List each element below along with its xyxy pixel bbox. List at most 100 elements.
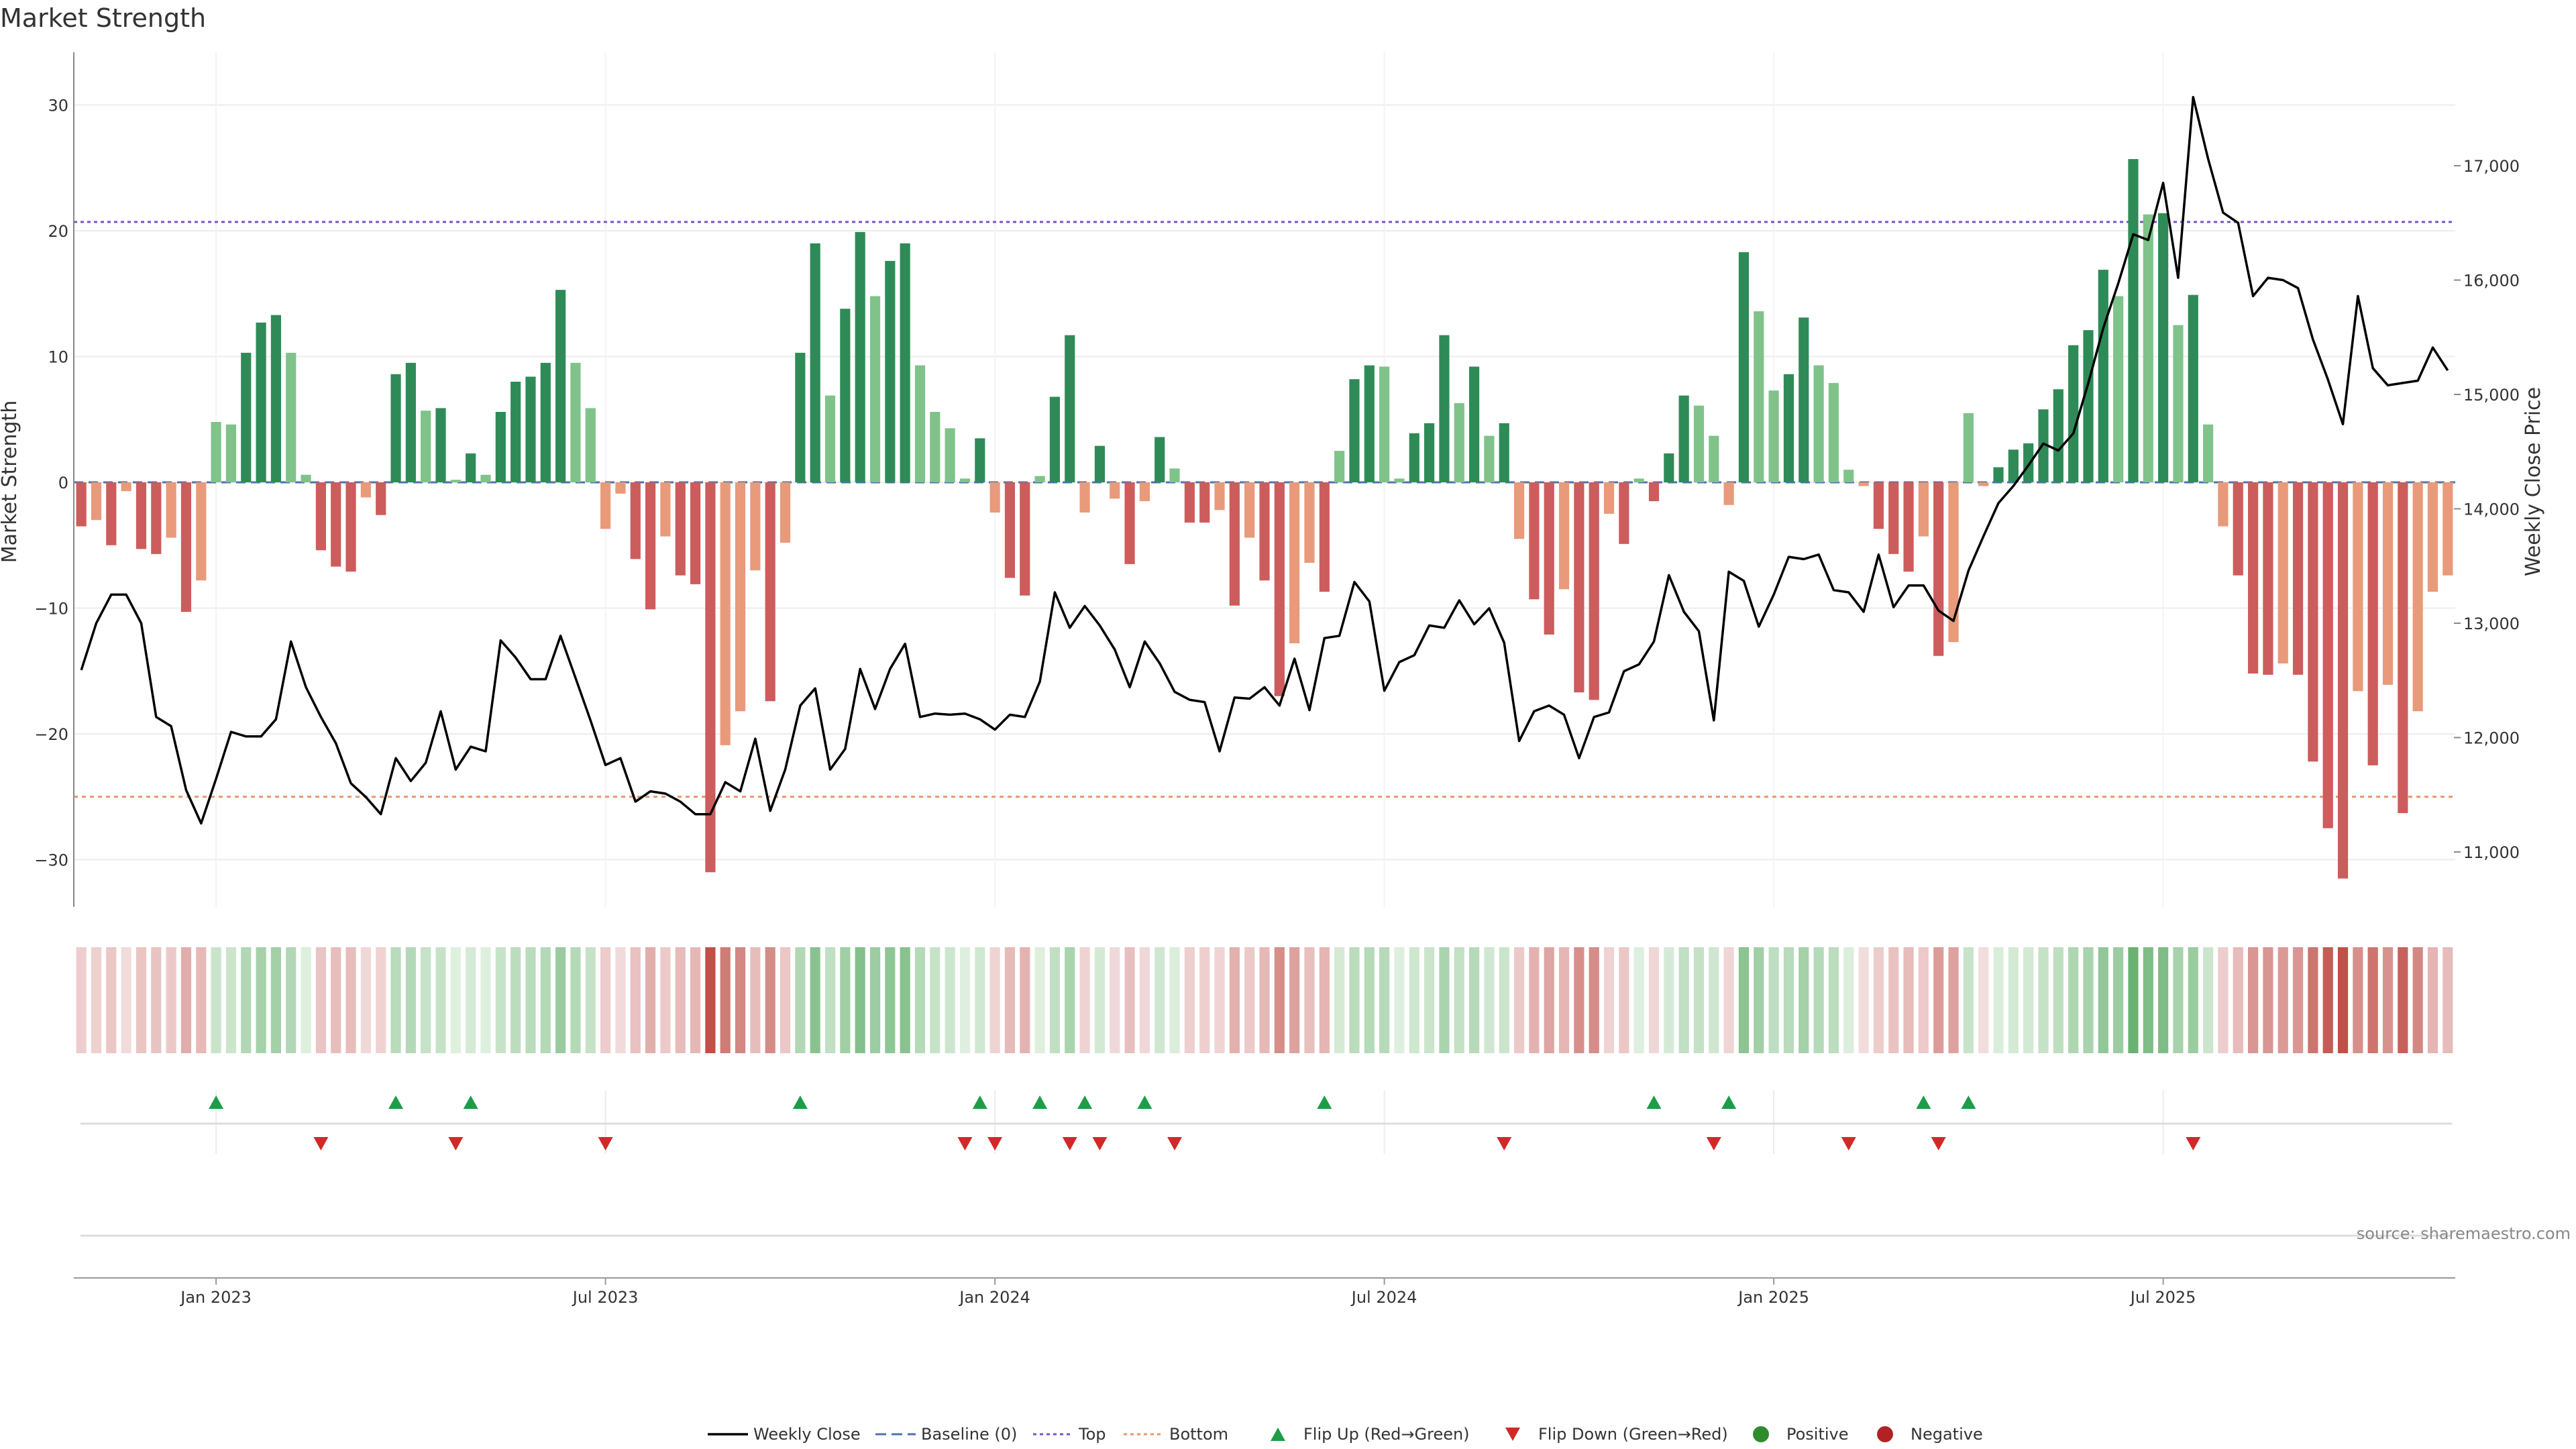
strength-bar — [765, 482, 775, 702]
strength-bar — [1289, 482, 1300, 643]
heat-cell — [585, 947, 596, 1053]
heat-cell — [2113, 947, 2124, 1053]
heat-cell — [1813, 947, 1824, 1053]
heat-cell — [840, 947, 851, 1053]
heat-cell — [645, 947, 656, 1053]
heat-cell — [315, 947, 326, 1053]
strength-bar — [1244, 482, 1255, 538]
heat-cell — [301, 947, 311, 1053]
strength-bar — [1544, 482, 1554, 635]
heat-cell — [1468, 947, 1480, 1053]
strength-bar — [2008, 449, 2019, 482]
legend-item-weekly-close: Weekly Close — [708, 1425, 861, 1444]
heat-cell — [675, 947, 686, 1053]
flip-up-marker — [1032, 1095, 1048, 1109]
strength-bar — [1229, 482, 1240, 606]
heat-cell — [151, 947, 162, 1053]
strength-bar — [196, 482, 207, 581]
heat-cell — [76, 947, 87, 1053]
heat-cell — [1648, 947, 1660, 1053]
legend-item-positive: Positive — [1753, 1425, 1849, 1444]
heat-cell — [1079, 947, 1090, 1053]
x-tick-label: Jan 2023 — [179, 1288, 252, 1307]
heat-cell — [2023, 947, 2034, 1053]
flip-up-marker — [209, 1095, 224, 1109]
strength-heat-strip — [76, 947, 2453, 1053]
x-tick-label: Jan 2024 — [958, 1288, 1030, 1307]
strength-bar — [466, 453, 476, 482]
weekly-close-series — [80, 95, 2449, 825]
heat-cell — [1379, 947, 1390, 1053]
heat-cell — [900, 947, 910, 1053]
y2-tick-label: 13,000 — [2463, 614, 2520, 633]
strength-bar — [1664, 453, 1674, 482]
flip-down-marker — [1706, 1137, 1721, 1150]
strength-bar — [1754, 311, 1764, 482]
heat-cell — [1349, 947, 1360, 1053]
strength-bar — [345, 482, 356, 572]
strength-bar — [1079, 482, 1090, 513]
heat-cell — [630, 947, 641, 1053]
heat-cell — [810, 947, 820, 1053]
heat-cell — [1274, 947, 1285, 1053]
flip-up-marker — [792, 1095, 808, 1109]
y-tick-label: −30 — [34, 851, 68, 870]
heat-cell — [1664, 947, 1674, 1053]
y2-tick-label: 11,000 — [2463, 843, 2520, 862]
strength-bar — [1768, 390, 1779, 482]
strength-bar — [106, 482, 117, 545]
heat-cell — [2218, 947, 2229, 1053]
heat-cell — [2443, 947, 2453, 1053]
source-label: source: sharemaestro.com — [2357, 1224, 2571, 1243]
heat-cell — [1828, 947, 1839, 1053]
weekly-close-line — [80, 95, 2449, 825]
heat-cell — [1933, 947, 1944, 1053]
heat-cell — [1439, 947, 1450, 1053]
heat-cell — [286, 947, 297, 1053]
strength-bar — [2443, 482, 2453, 576]
strength-bar — [630, 482, 641, 559]
strength-bar — [241, 352, 252, 482]
heat-cell — [1214, 947, 1225, 1053]
chart-title: Market Strength — [0, 3, 206, 33]
flip-down-marker — [1497, 1137, 1512, 1150]
y-tick-label: 30 — [48, 97, 68, 115]
heat-cell — [660, 947, 671, 1053]
heat-cell — [390, 947, 401, 1053]
heat-cell — [1034, 947, 1045, 1053]
strength-bar — [1334, 451, 1345, 482]
heat-cell — [2367, 947, 2378, 1053]
strength-bar — [1873, 482, 1884, 529]
strength-bar — [975, 438, 985, 482]
heat-cell — [2353, 947, 2363, 1053]
legend-swatch-dot — [1753, 1426, 1769, 1442]
heat-cell — [780, 947, 791, 1053]
strength-bar — [480, 474, 491, 482]
heat-cell — [750, 947, 761, 1053]
legend-item-flip-down: Flip Down (Green→Red) — [1505, 1425, 1728, 1444]
heat-cell — [1574, 947, 1585, 1053]
heat-cell — [1723, 947, 1734, 1053]
strength-bar — [2353, 482, 2363, 692]
heat-cell — [1424, 947, 1435, 1053]
strength-bar — [2308, 482, 2318, 762]
heat-cell — [1454, 947, 1464, 1053]
legend-label: Flip Down (Green→Red) — [1538, 1425, 1728, 1444]
strength-bar — [1799, 317, 1809, 482]
heat-cell — [2203, 947, 2214, 1053]
heat-cell — [2188, 947, 2198, 1053]
strength-bar — [376, 482, 386, 515]
heat-cell — [1124, 947, 1135, 1053]
heat-cell — [1529, 947, 1540, 1053]
strength-bar — [1439, 335, 1450, 482]
strength-bar — [2188, 294, 2198, 482]
heat-cell — [2412, 947, 2423, 1053]
strength-bar — [450, 480, 461, 482]
strength-bar — [2083, 330, 2094, 482]
flip-up-marker — [1137, 1095, 1152, 1109]
heat-cell — [2008, 947, 2019, 1053]
strength-bar — [1903, 482, 1914, 572]
heat-cell — [405, 947, 416, 1053]
legend-label: Baseline (0) — [921, 1425, 1017, 1444]
y2-tick-label: 17,000 — [2463, 157, 2520, 176]
